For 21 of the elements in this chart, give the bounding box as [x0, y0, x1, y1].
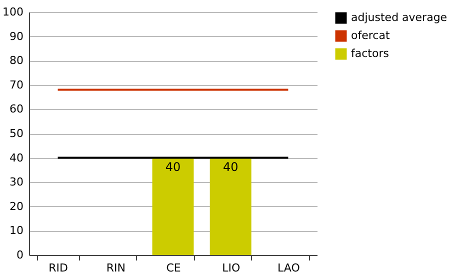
y-tick-label: 90 [10, 30, 24, 43]
y-tick-label: 100 [2, 6, 24, 18]
y-tick-label: 70 [10, 78, 24, 92]
y-tick-label: 60 [10, 102, 24, 116]
y-tick-label: 20 [10, 200, 24, 213]
x-tick-label: RID [48, 262, 68, 274]
legend-label: ofercat [351, 29, 390, 42]
y-tick-label: 40 [10, 151, 24, 164]
y-tick-label: 10 [10, 224, 24, 238]
y-tick-label: 0 [16, 248, 24, 262]
x-tick-label: RIN [106, 262, 126, 274]
data-label: 40 [165, 160, 181, 174]
y-tick-label: 30 [10, 176, 24, 189]
legend-label: factors [351, 47, 390, 60]
x-tick-label: CE [166, 262, 181, 274]
y-tick-label: 80 [10, 54, 24, 68]
x-tick-label: LAO [278, 262, 300, 274]
legend-label: adjusted average [351, 11, 448, 24]
data-label: 40 [222, 160, 238, 174]
x-tick-label: LIO [222, 262, 240, 274]
y-tick-label: 50 [10, 127, 24, 140]
